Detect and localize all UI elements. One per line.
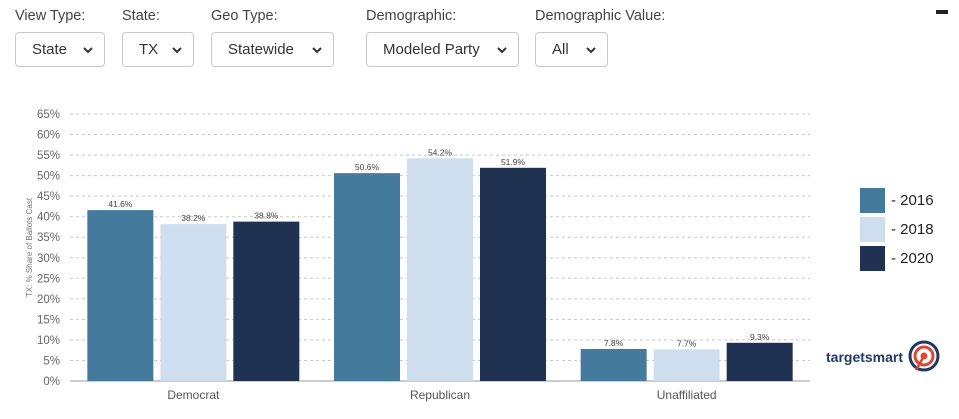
legend-item-2016: - 2016 bbox=[860, 186, 934, 215]
legend-label-2020: - 2020 bbox=[891, 250, 934, 267]
y-tick-label: 65% bbox=[37, 109, 60, 121]
y-tick-label: 5% bbox=[43, 355, 60, 367]
x-tick-label: Republican bbox=[410, 388, 470, 402]
data-label: 9.3% bbox=[750, 332, 770, 342]
demographic-value-select[interactable]: All bbox=[535, 32, 608, 67]
data-label: 51.9% bbox=[501, 157, 526, 167]
chevron-down-icon bbox=[497, 46, 507, 53]
bar-unaffiliated-2016 bbox=[580, 348, 647, 381]
state-value: TX bbox=[139, 41, 159, 58]
y-tick-label: 25% bbox=[37, 273, 60, 285]
y-tick-label: 0% bbox=[43, 376, 60, 388]
x-tick-label: Democrat bbox=[167, 388, 220, 402]
brand-name: targetsmart bbox=[826, 349, 904, 365]
data-label: 7.8% bbox=[604, 338, 624, 348]
demographic-value-filter: Demographic Value: All bbox=[535, 8, 665, 67]
legend-label-2018: - 2018 bbox=[891, 221, 934, 238]
y-tick-label: 50% bbox=[37, 171, 60, 183]
geo-type-value: Statewide bbox=[228, 41, 294, 58]
legend-item-2020: - 2020 bbox=[860, 244, 934, 273]
y-tick-label: 35% bbox=[37, 232, 60, 244]
y-tick-label: 30% bbox=[37, 253, 60, 265]
data-label: 7.7% bbox=[677, 338, 697, 348]
chevron-down-icon bbox=[83, 46, 93, 53]
state-filter: State: TX bbox=[122, 8, 194, 67]
bar-republican-2020 bbox=[480, 167, 546, 381]
state-label: State: bbox=[122, 8, 160, 24]
data-label: 38.2% bbox=[181, 213, 206, 223]
geo-type-filter: Geo Type: Statewide bbox=[211, 8, 334, 67]
legend-swatch-2020 bbox=[860, 246, 885, 271]
bar-democrat-2016 bbox=[87, 210, 154, 381]
geo-type-select[interactable]: Statewide bbox=[211, 32, 334, 67]
y-tick-label: 55% bbox=[37, 150, 60, 162]
filter-bar: View Type: State State: TX Geo Type: Sta… bbox=[0, 0, 959, 80]
legend: - 2016 - 2018 - 2020 bbox=[860, 186, 934, 273]
bar-republican-2018 bbox=[407, 158, 473, 381]
y-tick-label: 15% bbox=[37, 314, 60, 326]
demographic-value-label: Demographic Value: bbox=[535, 8, 666, 24]
data-label: 38.8% bbox=[254, 211, 279, 221]
state-select[interactable]: TX bbox=[122, 32, 194, 67]
brand: targetsmart bbox=[826, 340, 941, 374]
y-axis-label: TX: % Share of Ballots Cast bbox=[25, 197, 34, 297]
chevron-down-icon bbox=[312, 46, 322, 53]
demographic-label: Demographic: bbox=[366, 8, 457, 24]
view-type-filter: View Type: State bbox=[15, 8, 105, 67]
geo-type-label: Geo Type: bbox=[211, 8, 278, 24]
y-tick-label: 20% bbox=[37, 294, 60, 306]
view-type-select[interactable]: State bbox=[15, 32, 105, 67]
y-tick-label: 40% bbox=[37, 212, 60, 224]
x-tick-label: Unaffiliated bbox=[657, 388, 717, 402]
bar-democrat-2020 bbox=[233, 221, 300, 381]
y-tick-label: 10% bbox=[37, 335, 60, 347]
chevron-down-icon bbox=[172, 46, 182, 53]
demographic-value-value: All bbox=[552, 41, 569, 58]
legend-item-2018: - 2018 bbox=[860, 215, 934, 244]
demographic-select[interactable]: Modeled Party bbox=[366, 32, 519, 67]
legend-swatch-2018 bbox=[860, 217, 885, 242]
legend-label-2016: - 2016 bbox=[891, 192, 934, 209]
data-label: 50.6% bbox=[355, 162, 380, 172]
y-tick-label: 45% bbox=[37, 191, 60, 203]
bar-republican-2016 bbox=[334, 173, 400, 381]
bar-democrat-2018 bbox=[160, 224, 227, 381]
chevron-down-icon bbox=[586, 46, 596, 53]
bar-unaffiliated-2018 bbox=[653, 349, 720, 381]
demographic-value: Modeled Party bbox=[383, 41, 480, 58]
view-type-value: State bbox=[32, 41, 68, 58]
minimize-icon[interactable] bbox=[936, 10, 948, 14]
data-label: 41.6% bbox=[108, 199, 133, 209]
data-label: 54.2% bbox=[428, 147, 453, 157]
legend-swatch-2016 bbox=[860, 188, 885, 213]
target-logo-icon bbox=[908, 340, 940, 372]
demographic-filter: Demographic: Modeled Party bbox=[366, 8, 519, 67]
y-tick-label: 60% bbox=[37, 130, 60, 142]
view-type-label: View Type: bbox=[15, 8, 86, 24]
bar-unaffiliated-2020 bbox=[726, 342, 793, 381]
bar-chart: 0% 5% 10% 15% 20% 25% 30% 35% 40% 45% 50% 55% 60% 65%… bbox=[25, 109, 810, 402]
